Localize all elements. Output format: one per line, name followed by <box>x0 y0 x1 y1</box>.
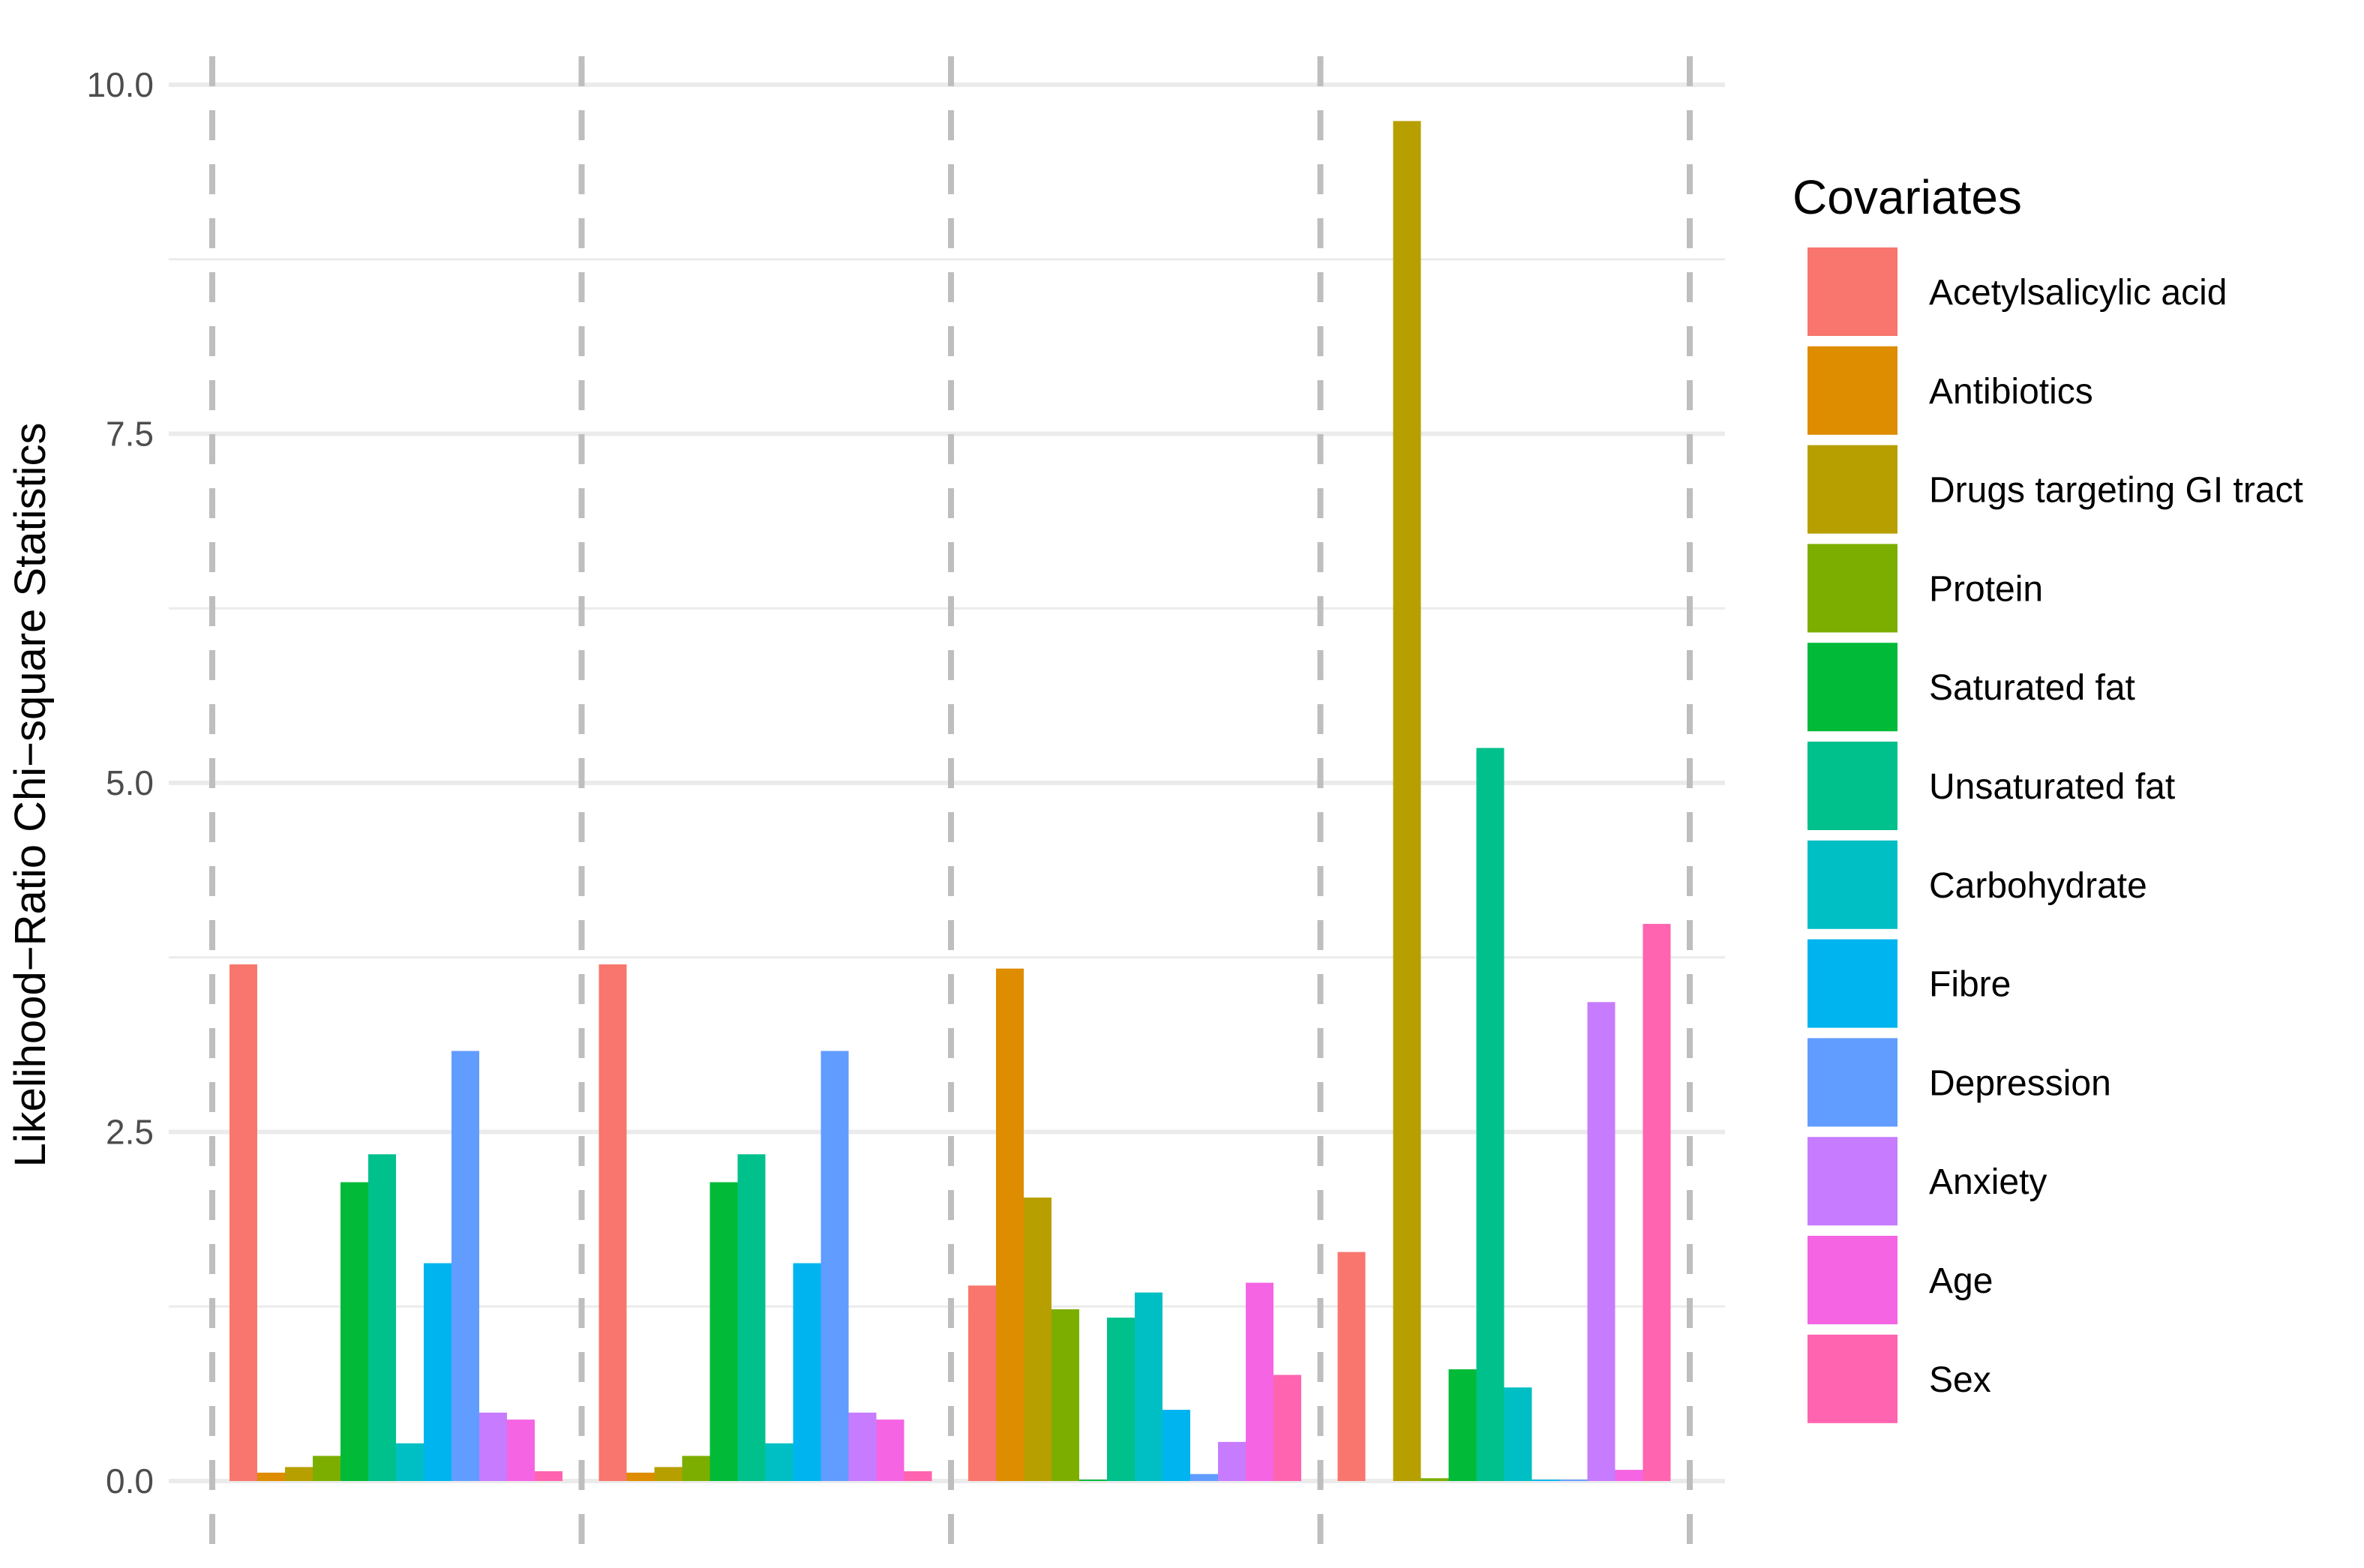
bar <box>1107 1318 1135 1481</box>
bar <box>682 1456 710 1481</box>
bar <box>598 964 627 1481</box>
legend-key <box>1808 1334 1898 1423</box>
bar <box>737 1154 766 1481</box>
y-tick-label: 7.5 <box>106 415 154 454</box>
bar <box>396 1443 424 1481</box>
y-tick-label: 2.5 <box>106 1113 154 1152</box>
bar <box>479 1412 507 1481</box>
bar <box>848 1412 877 1481</box>
bar <box>285 1467 313 1481</box>
bar <box>452 1051 479 1481</box>
legend-label: Age <box>1929 1261 1993 1301</box>
legend-label: Drugs targeting GI tract <box>1929 471 2303 511</box>
bar <box>1504 1387 1532 1481</box>
grid-layer <box>169 82 1725 1483</box>
bar <box>968 1285 996 1481</box>
bar <box>368 1154 396 1481</box>
legend-key <box>1808 544 1898 633</box>
bar <box>1642 924 1671 1481</box>
bar <box>1532 1480 1560 1481</box>
legend-title: Covariates <box>1792 170 2022 224</box>
bar <box>257 1472 285 1481</box>
legend-key <box>1808 1236 1898 1324</box>
bar <box>1024 1198 1052 1481</box>
bar <box>1393 121 1421 1482</box>
legend: Covariates Acetylsalicylic acid Antibioti… <box>1792 170 2303 1423</box>
legend-label: Antibiotics <box>1929 372 2093 412</box>
bar <box>313 1456 340 1481</box>
bar <box>1135 1292 1162 1481</box>
bar <box>1190 1474 1218 1481</box>
bar <box>340 1182 368 1481</box>
y-axis-title: Likelihood−Ratio Chi−square Statistics <box>6 423 55 1168</box>
bar <box>626 1472 655 1481</box>
bar <box>1337 1252 1366 1481</box>
legend-key <box>1808 1137 1898 1226</box>
legend-label: Fibre <box>1929 965 2011 1005</box>
legend-label: Depression <box>1929 1063 2111 1103</box>
y-tick-label: 0.0 <box>106 1462 154 1501</box>
bar <box>424 1263 452 1481</box>
y-tick-label: 10.0 <box>86 65 154 104</box>
bar <box>1052 1309 1079 1481</box>
y-axis-ticks: 0.0 2.5 5.0 7.5 10.0 <box>86 65 154 1501</box>
bar <box>654 1467 682 1481</box>
bar <box>1615 1470 1643 1481</box>
bar <box>710 1182 738 1481</box>
bars <box>230 121 1671 1482</box>
legend-label: Protein <box>1929 569 2043 609</box>
group-separators <box>209 56 1693 1549</box>
bar <box>507 1420 535 1481</box>
bar <box>1162 1410 1190 1481</box>
legend-key <box>1808 643 1898 732</box>
bar <box>1218 1441 1246 1481</box>
bar <box>765 1443 794 1481</box>
legend-key <box>1808 1038 1898 1127</box>
legend-label: Saturated fat <box>1929 668 2135 708</box>
legend-label: Unsaturated fat <box>1929 767 2175 807</box>
legend-items: Acetylsalicylic acid Antibiotics Drugs tar… <box>1808 247 2303 1423</box>
bar <box>1476 748 1504 1481</box>
bar <box>1587 1002 1616 1481</box>
bar <box>793 1263 821 1481</box>
bar <box>1420 1478 1449 1481</box>
bar <box>1274 1375 1301 1481</box>
legend-key <box>1808 445 1898 534</box>
legend-key <box>1808 939 1898 1028</box>
y-tick-label: 5.0 <box>106 763 154 802</box>
legend-key <box>1808 346 1898 435</box>
bar <box>820 1051 849 1481</box>
bar <box>996 968 1024 1481</box>
legend-label: Sex <box>1929 1360 1991 1400</box>
legend-label: Anxiety <box>1929 1162 2047 1202</box>
bar <box>904 1471 932 1481</box>
bar <box>1448 1369 1477 1481</box>
bar <box>876 1420 904 1481</box>
bar <box>1246 1282 1274 1481</box>
legend-key <box>1808 742 1898 830</box>
legend-key <box>1808 840 1898 929</box>
bar <box>535 1471 562 1481</box>
bar <box>1079 1480 1107 1481</box>
legend-key <box>1808 247 1898 336</box>
legend-label: Carbohydrate <box>1929 866 2147 906</box>
legend-label: Acetylsalicylic acid <box>1929 273 2227 313</box>
bar <box>230 964 257 1481</box>
bar <box>1559 1480 1588 1481</box>
